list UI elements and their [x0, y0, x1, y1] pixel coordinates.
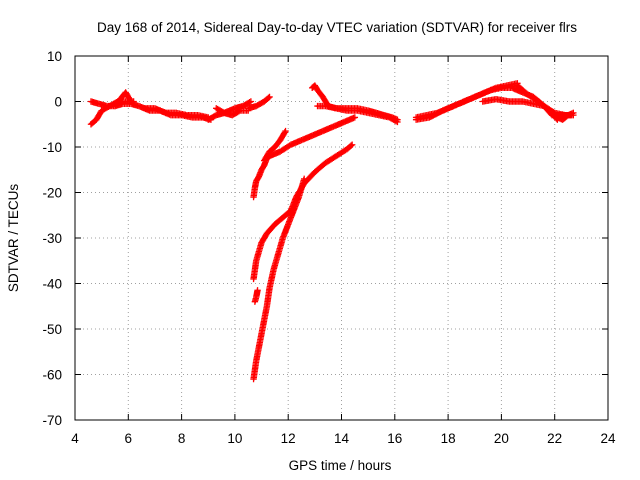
data-point-run [315, 88, 326, 100]
data-point [266, 93, 273, 101]
data-point-run [344, 142, 355, 152]
series-track-17 [412, 80, 521, 123]
data-point-run [262, 94, 272, 104]
data-point-run [230, 108, 243, 118]
data-point-run [515, 83, 531, 97]
data-point-run [274, 236, 286, 258]
data-point-run [312, 160, 328, 175]
data-point-run [560, 112, 571, 122]
data-point-run [259, 231, 270, 245]
data-point-run [296, 177, 307, 199]
series-track-10 [266, 114, 359, 160]
y-tick-label: -70 [42, 413, 62, 428]
x-tick-label: 14 [334, 431, 350, 446]
x-tick-label: 4 [71, 431, 79, 446]
series-track-9 [261, 127, 289, 164]
data-point-run [526, 92, 541, 104]
data-point-run [566, 110, 576, 118]
data-point-run [253, 174, 262, 184]
y-axis-label: SDTVAR / TECUs [6, 184, 21, 293]
series-track-6 [213, 98, 255, 117]
data-markers [87, 80, 577, 383]
x-tick-label: 12 [281, 431, 296, 446]
data-point [394, 118, 401, 126]
y-tick-label: -10 [42, 140, 62, 155]
data-point [300, 175, 308, 183]
x-tick-label: 24 [600, 431, 616, 446]
data-point-run [264, 222, 278, 236]
series-track-7 [245, 93, 273, 112]
data-point-run [280, 208, 293, 220]
data-point-run [387, 114, 400, 125]
x-tick-label: 6 [125, 431, 133, 446]
data-point-run [241, 99, 253, 109]
y-tick-label: 0 [54, 95, 62, 110]
data-point [348, 141, 356, 148]
data-point-run [88, 117, 99, 127]
series-track-4 [141, 105, 212, 121]
data-point-run [267, 144, 278, 154]
data-point [127, 98, 135, 105]
y-tick-label: -60 [42, 368, 62, 383]
y-tick-label: -20 [42, 186, 62, 201]
data-point-run [555, 114, 565, 123]
y-tick-label: -40 [42, 277, 62, 292]
data-point-run [93, 108, 105, 122]
data-point-run [259, 163, 267, 172]
data-point-run [112, 97, 123, 109]
data-point-run [278, 142, 293, 154]
series-track-12 [314, 102, 401, 126]
data-point-run [549, 110, 560, 120]
data-point-run [99, 103, 112, 114]
x-axis-label: GPS time / hours [289, 458, 392, 473]
x-tick-label: 8 [178, 431, 186, 446]
data-point-run [206, 112, 219, 123]
x-tick-label: 16 [387, 431, 402, 446]
data-point [351, 114, 359, 121]
series-track-14 [251, 287, 261, 305]
series-track-20 [548, 109, 577, 123]
data-point-run [334, 146, 349, 159]
data-point [570, 109, 577, 117]
y-tick-label: -50 [42, 322, 62, 337]
series-track-15 [250, 175, 308, 383]
data-point-run [123, 90, 134, 104]
data-point [282, 127, 289, 135]
data-point-run [254, 99, 267, 109]
x-tick-label: 10 [227, 431, 242, 446]
x-tick-label: 20 [494, 431, 509, 446]
x-tick-label: 22 [547, 431, 562, 446]
x-tick-label: 18 [441, 431, 456, 446]
data-point-run [272, 215, 285, 227]
data-point [247, 98, 255, 105]
series-track-19 [514, 82, 561, 123]
data-point-run [266, 268, 277, 290]
data-point-run [272, 138, 283, 150]
data-point-run [323, 153, 339, 166]
y-tick-label: 10 [47, 49, 62, 64]
data-point-run [427, 108, 445, 120]
y-tick-label: -30 [42, 231, 62, 246]
chart-title: Day 168 of 2014, Sidereal Day-to-day VTE… [97, 20, 577, 35]
series-track-3 [111, 89, 135, 110]
data-point [254, 287, 261, 294]
data-point-run [252, 295, 259, 304]
data-point-run [536, 99, 552, 113]
axis-ticks: 4 6 8 10 12 14 16 18 20 22 24 10 0 -10 -20 -30 -40 -50 -60… [42, 49, 616, 446]
data-point-run [277, 129, 288, 143]
data-point-run [312, 83, 321, 93]
